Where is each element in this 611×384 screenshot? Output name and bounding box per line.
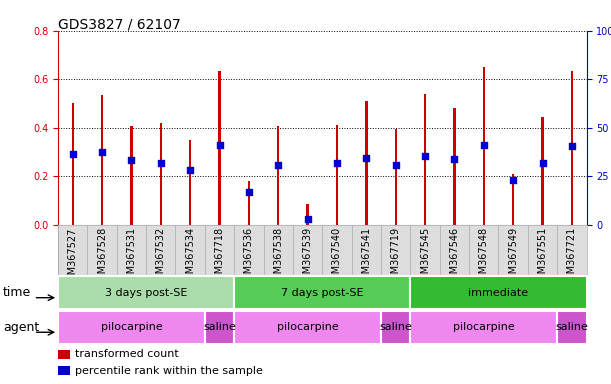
Text: saline: saline xyxy=(379,322,412,333)
Text: saline: saline xyxy=(203,322,236,333)
Point xyxy=(332,160,342,166)
Bar xyxy=(58,311,205,344)
Bar xyxy=(411,311,557,344)
Text: GSM367718: GSM367718 xyxy=(214,227,224,286)
Text: GSM367539: GSM367539 xyxy=(302,227,313,286)
Text: GSM367531: GSM367531 xyxy=(126,227,136,286)
Bar xyxy=(234,311,381,344)
Text: percentile rank within the sample: percentile rank within the sample xyxy=(75,366,263,376)
Point xyxy=(302,215,312,222)
Bar xyxy=(58,350,70,359)
Bar xyxy=(130,126,133,225)
Point xyxy=(68,151,78,157)
Bar xyxy=(483,67,485,225)
Point xyxy=(273,162,283,168)
Text: GSM367551: GSM367551 xyxy=(538,227,547,286)
Bar xyxy=(307,204,309,225)
Bar xyxy=(247,181,250,225)
Point xyxy=(538,160,547,166)
Point xyxy=(362,155,371,161)
Point xyxy=(567,143,577,149)
Text: GSM367538: GSM367538 xyxy=(273,227,284,286)
Point xyxy=(214,142,224,148)
Bar xyxy=(381,311,411,344)
Point xyxy=(450,156,459,162)
Bar xyxy=(159,123,162,225)
Point xyxy=(508,177,518,183)
Text: immediate: immediate xyxy=(469,288,529,298)
Bar xyxy=(101,95,103,225)
Bar xyxy=(58,276,234,309)
Bar xyxy=(557,311,587,344)
Text: pilocarpine: pilocarpine xyxy=(453,322,514,333)
Point xyxy=(391,162,401,168)
Bar xyxy=(58,366,70,375)
Bar xyxy=(365,101,368,225)
Bar xyxy=(205,311,234,344)
Point xyxy=(244,189,254,195)
Text: 7 days post-SE: 7 days post-SE xyxy=(281,288,364,298)
Point xyxy=(479,142,489,148)
Bar xyxy=(453,108,456,225)
Bar xyxy=(411,276,587,309)
Bar xyxy=(541,117,544,225)
Bar xyxy=(336,125,338,225)
Point xyxy=(156,160,166,166)
Text: pilocarpine: pilocarpine xyxy=(277,322,338,333)
Bar xyxy=(424,94,426,225)
Text: GSM367527: GSM367527 xyxy=(68,227,78,286)
Text: GSM367721: GSM367721 xyxy=(567,227,577,286)
Text: agent: agent xyxy=(3,321,39,334)
Bar xyxy=(512,174,514,225)
Text: GSM367532: GSM367532 xyxy=(156,227,166,286)
Text: transformed count: transformed count xyxy=(75,349,178,359)
Text: 3 days post-SE: 3 days post-SE xyxy=(105,288,188,298)
Text: GSM367540: GSM367540 xyxy=(332,227,342,286)
Point xyxy=(185,167,195,173)
Point xyxy=(126,157,136,164)
Bar xyxy=(218,71,221,225)
Text: GSM367545: GSM367545 xyxy=(420,227,430,286)
Bar xyxy=(395,129,397,225)
Text: time: time xyxy=(3,286,31,299)
Point xyxy=(97,149,107,155)
Bar xyxy=(71,103,74,225)
Point xyxy=(420,152,430,159)
Bar xyxy=(234,276,411,309)
Bar xyxy=(571,71,573,225)
Text: GSM367549: GSM367549 xyxy=(508,227,518,286)
Text: saline: saline xyxy=(555,322,588,333)
Text: GSM367528: GSM367528 xyxy=(97,227,107,286)
Bar xyxy=(277,126,279,225)
Text: pilocarpine: pilocarpine xyxy=(101,322,163,333)
Text: GSM367536: GSM367536 xyxy=(244,227,254,286)
Text: GSM367719: GSM367719 xyxy=(390,227,401,286)
Text: GSM367546: GSM367546 xyxy=(450,227,459,286)
Text: GSM367534: GSM367534 xyxy=(185,227,195,286)
Bar xyxy=(189,140,191,225)
Text: GDS3827 / 62107: GDS3827 / 62107 xyxy=(58,17,181,31)
Text: GSM367541: GSM367541 xyxy=(361,227,371,286)
Text: GSM367548: GSM367548 xyxy=(479,227,489,286)
